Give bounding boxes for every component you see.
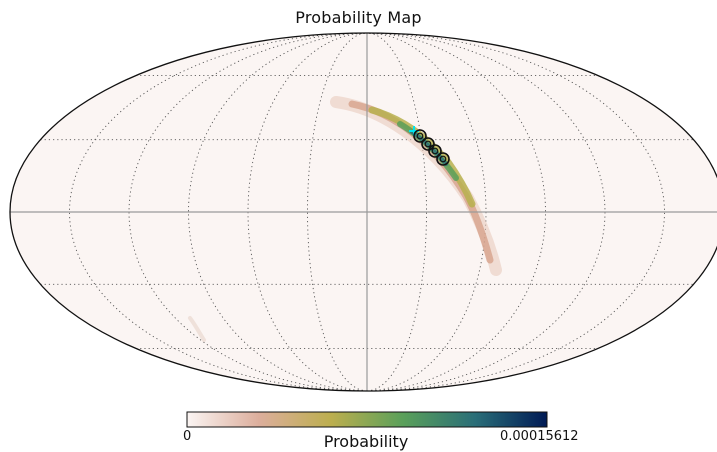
colorbar-label: Probability [323,432,409,451]
map-outline [9,32,717,392]
candidate-markers [413,129,450,166]
graticule-meridian [128,33,368,391]
colorbar-min-label: 0 [183,429,192,444]
candidate-marker [436,152,450,166]
colorbar-max-label: 0.00015612 [500,429,579,444]
graticule-meridian [366,33,606,391]
candidate-marker [413,129,427,143]
colorbar [186,411,548,428]
candidate-marker [428,144,442,158]
candidate-marker [421,137,435,151]
map-title: Probability Map [295,8,422,27]
probability-band [188,96,502,342]
